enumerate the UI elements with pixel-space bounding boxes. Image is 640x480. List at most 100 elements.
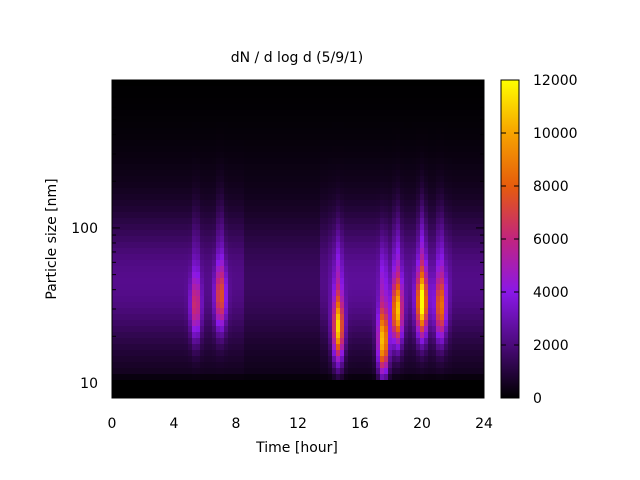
heatmap-cell bbox=[448, 368, 453, 375]
heatmap-cell bbox=[260, 182, 265, 189]
heatmap-cell bbox=[192, 380, 197, 387]
heatmap-cell bbox=[324, 236, 329, 243]
heatmap-cell bbox=[196, 332, 201, 339]
heatmap-cell bbox=[144, 350, 149, 357]
heatmap-cell bbox=[372, 368, 377, 375]
heatmap-cell bbox=[228, 254, 233, 261]
heatmap-cell bbox=[224, 248, 229, 255]
heatmap-cell bbox=[272, 338, 277, 345]
heatmap-cell bbox=[472, 212, 477, 219]
heatmap-cell bbox=[476, 242, 481, 249]
heatmap-cell bbox=[288, 140, 293, 147]
heatmap-cell bbox=[200, 248, 205, 255]
heatmap-cell bbox=[136, 326, 141, 333]
heatmap-cell bbox=[348, 302, 353, 309]
heatmap-cell bbox=[316, 344, 321, 351]
heatmap-cell bbox=[352, 116, 357, 123]
heatmap-cell bbox=[208, 242, 213, 249]
heatmap-cell bbox=[216, 86, 221, 93]
heatmap-cell bbox=[360, 122, 365, 129]
heatmap-cell bbox=[464, 272, 469, 279]
heatmap-cell bbox=[120, 296, 125, 303]
heatmap-cell bbox=[460, 200, 465, 207]
heatmap-cell bbox=[316, 224, 321, 231]
heatmap-cell bbox=[352, 344, 357, 351]
heatmap-cell bbox=[352, 362, 357, 369]
heatmap-cell bbox=[244, 116, 249, 123]
heatmap-cell bbox=[128, 260, 133, 267]
heatmap-cell bbox=[464, 344, 469, 351]
heatmap-cell bbox=[220, 152, 225, 159]
heatmap-cell bbox=[200, 110, 205, 117]
heatmap-cell bbox=[232, 140, 237, 147]
heatmap-cell bbox=[336, 98, 341, 105]
heatmap-cell bbox=[228, 374, 233, 381]
heatmap-cell bbox=[264, 242, 269, 249]
heatmap-cell bbox=[224, 212, 229, 219]
heatmap-cell bbox=[472, 326, 477, 333]
heatmap-cell bbox=[216, 218, 221, 225]
heatmap-cell bbox=[136, 224, 141, 231]
heatmap-cell bbox=[296, 290, 301, 297]
heatmap-cell bbox=[248, 284, 253, 291]
heatmap-cell bbox=[352, 176, 357, 183]
heatmap-cell bbox=[188, 122, 193, 129]
heatmap-cell bbox=[480, 128, 485, 135]
heatmap-cell bbox=[220, 326, 225, 333]
heatmap-cell bbox=[180, 194, 185, 201]
heatmap-cell bbox=[448, 170, 453, 177]
heatmap-cell bbox=[428, 206, 433, 213]
heatmap-cell bbox=[396, 110, 401, 117]
heatmap-cell bbox=[120, 308, 125, 315]
heatmap-cell bbox=[156, 272, 161, 279]
heatmap-cell bbox=[196, 218, 201, 225]
heatmap-cell bbox=[296, 224, 301, 231]
heatmap-cell bbox=[372, 326, 377, 333]
heatmap-cell bbox=[336, 80, 341, 87]
heatmap-cell bbox=[452, 356, 457, 363]
heatmap-cell bbox=[120, 110, 125, 117]
heatmap-cell bbox=[332, 188, 337, 195]
heatmap-cell bbox=[216, 332, 221, 339]
heatmap-cell bbox=[288, 362, 293, 369]
heatmap-cell bbox=[476, 80, 481, 87]
heatmap-cell bbox=[184, 308, 189, 315]
heatmap-cell bbox=[360, 164, 365, 171]
heatmap-cell bbox=[324, 122, 329, 129]
heatmap-cell bbox=[368, 278, 373, 285]
heatmap-cell bbox=[412, 104, 417, 111]
heatmap-cell bbox=[416, 194, 421, 201]
heatmap-cell bbox=[372, 200, 377, 207]
heatmap-cell bbox=[384, 278, 389, 285]
heatmap-cell bbox=[376, 344, 381, 351]
heatmap-cell bbox=[212, 242, 217, 249]
heatmap-cell bbox=[324, 128, 329, 135]
heatmap-cell bbox=[400, 206, 405, 213]
heatmap-cell bbox=[176, 140, 181, 147]
heatmap-cell bbox=[328, 122, 333, 129]
heatmap-cell bbox=[296, 152, 301, 159]
heatmap-cell bbox=[236, 332, 241, 339]
heatmap-cell bbox=[440, 128, 445, 135]
heatmap-cell bbox=[468, 158, 473, 165]
heatmap-cell bbox=[252, 272, 257, 279]
heatmap-cell bbox=[164, 308, 169, 315]
heatmap-cell bbox=[120, 272, 125, 279]
heatmap-cell bbox=[192, 188, 197, 195]
heatmap-cell bbox=[464, 350, 469, 357]
heatmap-cell bbox=[260, 320, 265, 327]
heatmap-cell bbox=[196, 170, 201, 177]
heatmap-cell bbox=[300, 242, 305, 249]
heatmap-cell bbox=[312, 206, 317, 213]
heatmap-cell bbox=[452, 386, 457, 393]
heatmap-cell bbox=[420, 290, 425, 297]
heatmap-cell bbox=[136, 116, 141, 123]
heatmap-cell bbox=[372, 338, 377, 345]
heatmap-cell bbox=[324, 320, 329, 327]
heatmap-cell bbox=[308, 266, 313, 273]
heatmap-cell bbox=[128, 140, 133, 147]
heatmap-cell bbox=[344, 266, 349, 273]
heatmap-cell bbox=[296, 140, 301, 147]
heatmap-cell bbox=[280, 290, 285, 297]
heatmap-cell bbox=[348, 242, 353, 249]
